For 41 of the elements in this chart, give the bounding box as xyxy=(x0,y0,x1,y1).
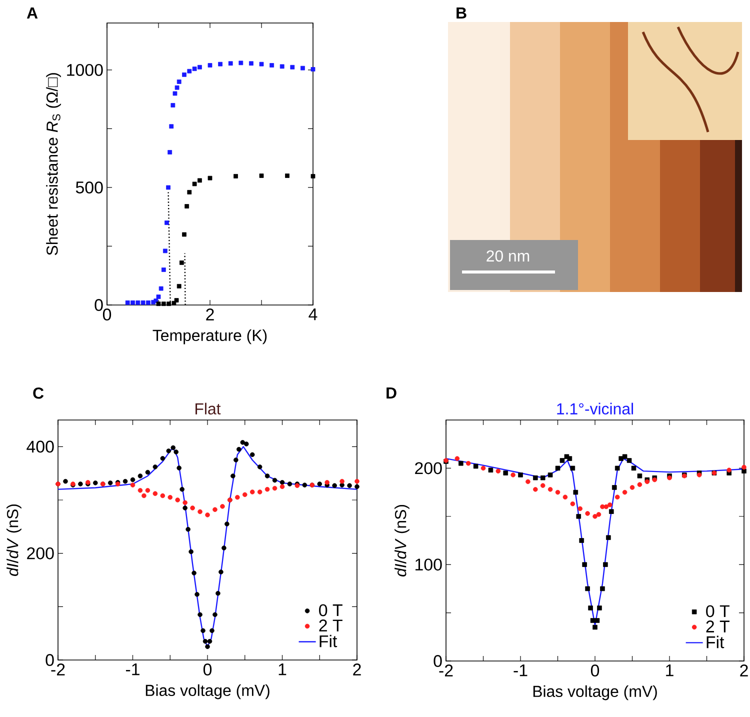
chart-title: Flat xyxy=(196,402,221,414)
x-axis-title: Bias voltage (mV) xyxy=(533,685,657,700)
x-axis-title: Bias voltage (mV) xyxy=(146,684,270,700)
x-tick-label: 0 xyxy=(203,664,212,676)
y-tick-label: 200 xyxy=(27,547,54,560)
text: 20 nm xyxy=(486,250,530,262)
x-tick-label: -1 xyxy=(126,664,140,676)
legend-label: 0 T xyxy=(319,604,342,616)
text: A xyxy=(26,8,38,18)
y-tick-label: 400 xyxy=(26,440,54,453)
x-tick-label: 2 xyxy=(206,308,214,320)
text: D xyxy=(386,388,396,398)
x-axis-title: Temperature (K) xyxy=(152,329,267,344)
x-tick-label: -2 xyxy=(51,664,65,676)
legend-label: 0 T xyxy=(706,605,730,618)
y-axis-title: Sheet resistance R$_{S}$ (Ω/□) xyxy=(46,73,61,256)
y-axis-title: dI/dV (nS) xyxy=(6,504,22,576)
x-tick-label: 0 xyxy=(590,664,600,677)
y-tick-label: 500 xyxy=(76,181,103,194)
text: B xyxy=(456,8,466,18)
x-tick-label: -2 xyxy=(439,664,453,676)
y-tick-label: 100 xyxy=(416,558,442,571)
x-tick-label: 2 xyxy=(353,664,361,676)
y-tick-label: 0 xyxy=(94,298,103,311)
x-tick-label: 1 xyxy=(666,664,674,676)
x-tick-label: 1 xyxy=(278,664,286,676)
y-tick-label: 0 xyxy=(434,654,442,667)
y-tick-label: 200 xyxy=(415,462,442,474)
legend-label: 2 T xyxy=(706,620,730,632)
y-axis-title: dI/dV (nS) xyxy=(394,504,410,576)
x-tick-label: 4 xyxy=(308,308,318,320)
x-tick-label: 2 xyxy=(740,664,748,676)
legend-label: Fit xyxy=(320,634,338,648)
y-tick-label: 0 xyxy=(46,654,54,666)
text: C xyxy=(33,388,44,399)
chart-title: 1.1°-vicinal xyxy=(557,402,633,414)
y-tick-label: 1000 xyxy=(67,64,103,76)
x-tick-label: -1 xyxy=(514,664,528,676)
x-tick-label: 0 xyxy=(102,308,112,320)
legend-label: 2 T xyxy=(319,620,342,632)
legend-label: Fit xyxy=(706,636,724,648)
